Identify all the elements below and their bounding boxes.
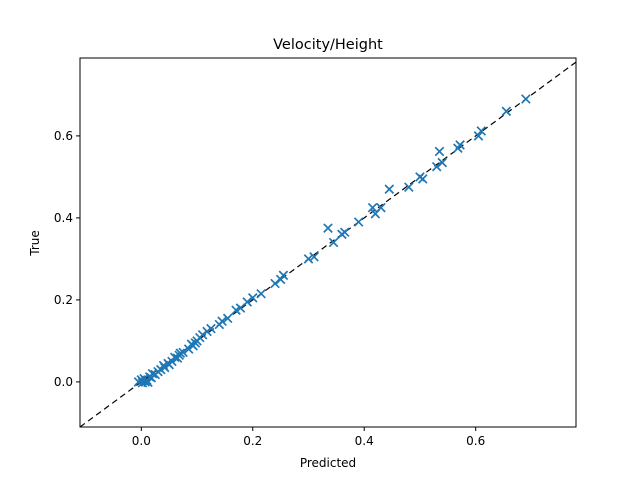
data-point <box>247 293 258 303</box>
data-point <box>206 323 216 334</box>
data-point <box>384 184 395 195</box>
data-point <box>501 106 512 117</box>
x-tick-label: 0.0 <box>132 434 151 448</box>
chart-title: Velocity/Height <box>273 37 383 53</box>
data-point <box>417 174 428 184</box>
y-tick-label: 0.2 <box>54 293 73 307</box>
data-point <box>147 368 158 379</box>
data-point <box>328 237 339 248</box>
x-tick-label: 0.4 <box>355 434 374 448</box>
x-tick-label: 0.6 <box>466 434 485 448</box>
x-tick-label: 0.2 <box>243 434 262 448</box>
data-point <box>323 223 333 233</box>
data-point <box>476 126 487 136</box>
data-point <box>437 157 448 168</box>
data-point <box>217 316 227 327</box>
data-point <box>256 288 266 299</box>
y-axis: 0.0 0.2 0.4 0.6 <box>54 129 80 389</box>
data-point <box>222 313 233 324</box>
y-tick-label: 0.6 <box>54 129 73 143</box>
plot-area <box>79 57 577 428</box>
data-point <box>339 227 350 238</box>
data-points <box>133 94 531 388</box>
data-point <box>431 161 442 172</box>
y-axis-label: True <box>28 230 42 257</box>
data-point <box>521 94 531 104</box>
data-point <box>376 202 386 213</box>
data-point <box>275 274 286 285</box>
data-point <box>455 140 465 150</box>
x-axis: 0.0 0.2 0.4 0.6 <box>132 427 485 448</box>
plot-frame <box>79 57 577 428</box>
data-point <box>175 348 186 359</box>
y-tick-label: 0.0 <box>54 375 73 389</box>
data-point <box>353 217 364 227</box>
data-point <box>473 131 484 141</box>
data-point <box>242 297 252 307</box>
data-point <box>178 347 188 358</box>
y-tick-label: 0.4 <box>54 211 73 225</box>
x-axis-label: Predicted <box>300 456 356 470</box>
data-point <box>309 252 319 262</box>
data-point <box>404 182 414 192</box>
data-point <box>367 202 378 213</box>
data-point <box>303 254 314 264</box>
data-point <box>434 146 445 157</box>
data-point <box>278 270 289 281</box>
data-point <box>270 278 280 289</box>
